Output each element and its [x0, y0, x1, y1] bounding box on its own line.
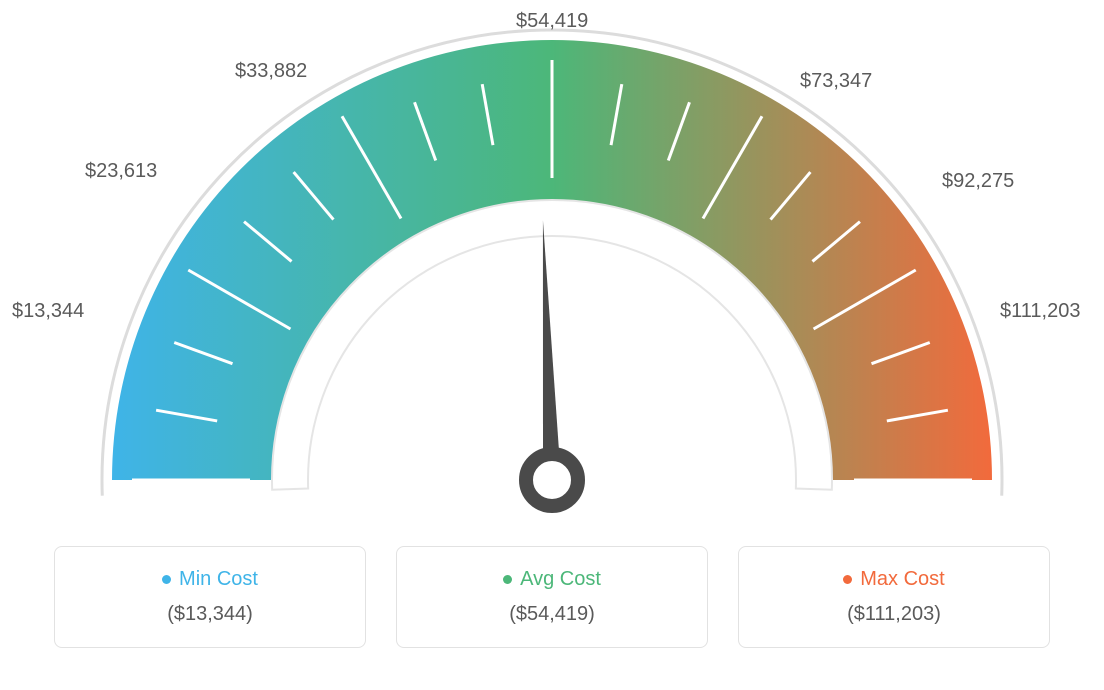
scale-label: $54,419: [516, 10, 588, 33]
scale-label: $73,347: [800, 70, 872, 93]
legend-value-avg: ($54,419): [509, 603, 595, 626]
legend-box-min: Min Cost ($13,344): [54, 546, 366, 648]
scale-label: $23,613: [85, 160, 157, 183]
legend-title-avg: Avg Cost: [503, 568, 601, 591]
scale-label: $111,203: [1000, 300, 1080, 323]
legend-title-text: Max Cost: [860, 568, 944, 591]
scale-label: $13,344: [12, 300, 84, 323]
legend-row: Min Cost ($13,344) Avg Cost ($54,419) Ma…: [0, 546, 1104, 648]
dot-icon: [843, 575, 852, 584]
legend-title-text: Avg Cost: [520, 568, 601, 591]
gauge-chart: [0, 0, 1104, 530]
legend-title-min: Min Cost: [162, 568, 258, 591]
scale-label: $33,882: [235, 60, 307, 83]
legend-title-text: Min Cost: [179, 568, 258, 591]
dot-icon: [162, 575, 171, 584]
cost-gauge-widget: $13,344 $23,613 $33,882 $54,419 $73,347 $92,2…: [0, 0, 1104, 690]
dot-icon: [503, 575, 512, 584]
legend-value-min: ($13,344): [167, 603, 253, 626]
legend-box-avg: Avg Cost ($54,419): [396, 546, 708, 648]
legend-value-max: ($111,203): [847, 603, 941, 626]
legend-box-max: Max Cost ($111,203): [738, 546, 1050, 648]
legend-title-max: Max Cost: [843, 568, 944, 591]
scale-label: $92,275: [942, 170, 1014, 193]
